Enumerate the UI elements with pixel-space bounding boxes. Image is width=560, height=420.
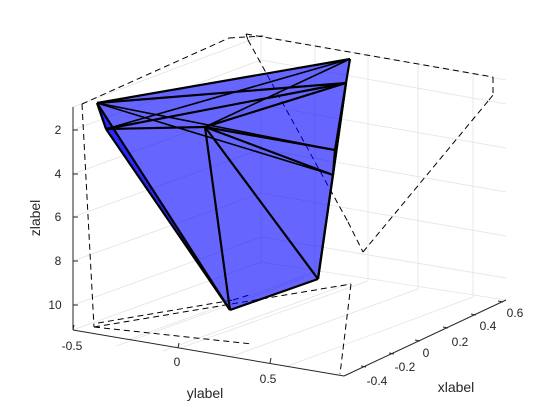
x-axis-label: xlabel — [438, 379, 475, 395]
x-tick-mark — [470, 313, 477, 316]
surface-edge — [204, 125, 334, 177]
bounding-box-edge — [97, 299, 234, 324]
x-tick-label: 0.2 — [452, 335, 469, 349]
bounding-box-edge — [339, 283, 352, 375]
surface-edge — [105, 58, 351, 130]
y-axis-label: ylabel — [187, 385, 224, 401]
grid-line — [162, 282, 352, 352]
grid-line — [179, 280, 369, 349]
surface-edge — [204, 81, 347, 129]
x-tick-label: -0.2 — [395, 360, 416, 374]
surface-edge — [96, 102, 334, 176]
y-axis-line — [72, 329, 345, 377]
z-tick-label: 4 — [55, 167, 62, 181]
x-tick-mark — [414, 339, 421, 342]
bounding-box-edge — [488, 94, 494, 101]
grid-line — [229, 288, 419, 358]
surface-edge — [316, 82, 348, 280]
z-axis-label: zlabel — [27, 200, 43, 237]
bounding-box-edge — [245, 33, 494, 78]
surface-edge — [105, 81, 347, 131]
y-tick-mark — [177, 342, 180, 349]
surface-edge — [105, 125, 206, 131]
x-tick-label: 0 — [423, 346, 430, 360]
y-tick-labels: -0.5 0 0.5 — [62, 339, 277, 386]
bounding-box-edge — [93, 283, 352, 328]
x-tick-mark — [497, 300, 504, 303]
surface-edge — [204, 126, 319, 280]
y-tick-mark — [72, 324, 75, 331]
bounding-box-edge — [228, 35, 264, 39]
bounding-box-edge — [245, 33, 249, 41]
x-tick-mark — [360, 365, 367, 368]
y-tick-label: -0.5 — [62, 339, 83, 353]
y-tick-label: 0 — [174, 355, 181, 369]
bounding-box-edge — [81, 37, 230, 105]
z-tick-label: 2 — [55, 123, 62, 137]
bounding-box-edge — [93, 326, 253, 345]
x-tick-label: 0.6 — [507, 306, 524, 320]
x-tick-mark — [442, 326, 449, 329]
grid-line — [260, 35, 507, 81]
surface-edge — [344, 58, 352, 84]
surface-edge — [96, 102, 231, 311]
grid-line — [72, 35, 262, 108]
surface-edge — [229, 277, 319, 312]
bounding-box-edge — [347, 221, 364, 253]
surface-edge — [96, 57, 351, 105]
surface-face — [205, 127, 318, 310]
bounding-box-edge — [362, 99, 490, 253]
x-tick-label: 0.4 — [480, 319, 497, 333]
surface-edge — [96, 102, 336, 151]
y-tick-label: 0.5 — [260, 372, 277, 386]
axis-lines — [72, 107, 507, 377]
y-tick-mark — [269, 357, 272, 364]
z-tick-label: 8 — [55, 254, 62, 268]
grid-line — [284, 296, 474, 368]
surface-edges — [95, 57, 352, 312]
x-axis-line — [343, 299, 507, 377]
z-tick-label: 10 — [48, 298, 62, 312]
surface-edge — [203, 126, 232, 311]
x-tick-labels: -0.4 -0.2 0 0.2 0.4 0.6 — [367, 306, 524, 388]
z-tick-label: 6 — [55, 210, 62, 224]
x-tick-mark — [388, 352, 395, 355]
surface-edge — [96, 81, 347, 105]
z-tick-labels: 2 4 6 8 10 — [48, 123, 62, 312]
surface-edge — [204, 58, 351, 128]
x-tick-label: -0.4 — [367, 374, 388, 388]
surface-face — [205, 83, 346, 150]
bounding-box-edge — [81, 103, 95, 328]
